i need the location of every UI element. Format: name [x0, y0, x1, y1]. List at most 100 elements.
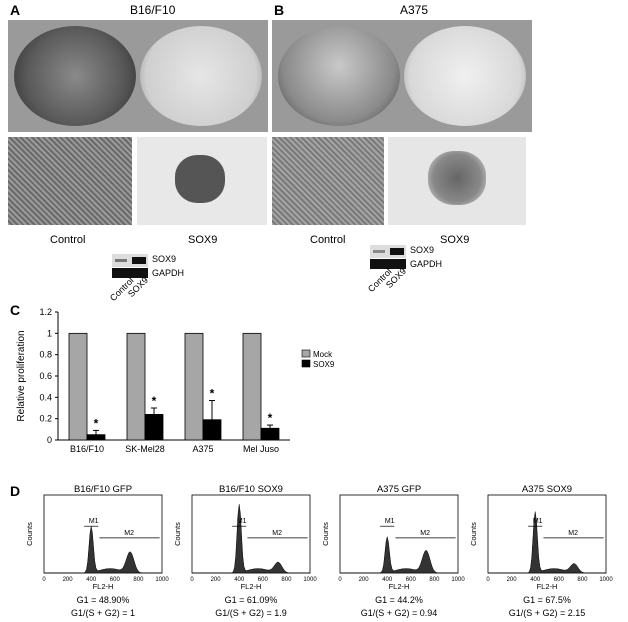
x-tick-label: 800: [429, 577, 440, 583]
m2-label: M2: [124, 530, 134, 537]
m1-label: M1: [385, 518, 395, 525]
flow-histogram-panel: B16/F10 GFP M1 M2 0 200 400 600 800 1000 FL2-H Cou…: [25, 484, 169, 618]
histogram-title: A375 GFP: [377, 484, 421, 495]
panel-a-control-label: Control: [50, 234, 86, 246]
panel-a-blot-label-sox9: SOX9: [152, 254, 177, 264]
panel-b-blot-sox9: [370, 245, 406, 258]
x-tick-label: 1000: [451, 577, 465, 583]
panel-b-sox9-micrograph: [388, 137, 526, 225]
bar-mock: [126, 332, 146, 441]
sox9-dish: [404, 26, 526, 126]
bar-mock: [184, 332, 204, 441]
category-label: A375: [192, 444, 213, 454]
g1-percent: G1 = 61.09%: [225, 595, 278, 605]
panel-d-letter: D: [10, 483, 21, 499]
x-tick-label: 1000: [599, 577, 613, 583]
panel-b-title: A375: [400, 3, 429, 17]
g1-ratio: G1/(S + G2) = 2.15: [509, 608, 586, 618]
histogram-curve: [488, 511, 606, 574]
flow-cytometry-panels: B16/F10 GFP M1 M2 0 200 400 600 800 1000 FL2-H Cou…: [0, 483, 628, 622]
significance-star: *: [94, 416, 99, 430]
histogram-curve: [44, 526, 162, 574]
y-axis-label: Counts: [25, 522, 34, 546]
panel-a-dish-photo: [8, 20, 268, 132]
x-tick-label: 800: [133, 577, 144, 583]
x-tick-label: 400: [234, 577, 245, 583]
histogram-title: B16/F10 SOX9: [219, 484, 283, 495]
x-tick-label: 600: [554, 577, 565, 583]
g1-ratio: G1/(S + G2) = 1.9: [215, 608, 287, 618]
m1-label: M1: [533, 518, 543, 525]
y-axis-label: Counts: [173, 522, 182, 546]
panel-a-sox9-micrograph: [137, 137, 267, 225]
x-tick-label: 600: [258, 577, 269, 583]
x-axis-label: FL2-H: [389, 582, 410, 591]
significance-star: *: [152, 394, 157, 408]
g1-percent: G1 = 44.2%: [375, 595, 423, 605]
panel-a-blot-sox9: [112, 254, 148, 267]
panel-b-blot-label-sox9: SOX9: [410, 245, 435, 255]
histogram-curve: [340, 536, 458, 574]
panel-a-title: B16/F10: [130, 3, 176, 17]
x-tick-label: 0: [486, 577, 490, 583]
y-axis-label: Relative proliferation: [16, 330, 27, 421]
y-axis-label: Counts: [321, 522, 330, 546]
panel-a-blot-label-gapdh: GAPDH: [152, 268, 185, 278]
m2-label: M2: [272, 530, 282, 537]
flow-histogram-panel: B16/F10 SOX9 M1 M2 0 200 400 600 800 1000 FL2-H Co…: [173, 484, 317, 618]
g1-percent: G1 = 48.90%: [77, 595, 130, 605]
legend-swatch: [301, 349, 311, 358]
bar-mock: [68, 332, 88, 441]
legend-label: SOX9: [313, 360, 335, 369]
histogram-frame: [191, 494, 311, 574]
m2-label: M2: [568, 530, 578, 537]
bar-sox9: [202, 419, 222, 441]
y-tick-label: 0.4: [39, 392, 52, 402]
g1-ratio: G1/(S + G2) = 1: [71, 608, 135, 618]
histogram-frame: [43, 494, 163, 574]
legend-swatch: [301, 359, 311, 368]
cell-cluster: [175, 155, 225, 203]
panel-c-letter: C: [10, 302, 21, 318]
histogram-curve: [192, 504, 310, 574]
panel-a-blot-gapdh: [112, 268, 148, 278]
g1-ratio: G1/(S + G2) = 0.94: [361, 608, 438, 618]
proliferation-bar-chart: 0 0.2 0.4 0.6 0.8 1 1.2 Relative proliferation *…: [16, 307, 335, 454]
histogram-frame: [339, 494, 459, 574]
x-tick-label: 0: [190, 577, 194, 583]
category-label: SK-Mel28: [125, 444, 165, 454]
m2-label: M2: [420, 530, 430, 537]
bar-sox9: [86, 434, 106, 441]
x-axis-label: FL2-H: [537, 582, 558, 591]
x-tick-label: 400: [86, 577, 97, 583]
m1-label: M1: [237, 518, 247, 525]
significance-star: *: [268, 411, 273, 425]
category-label: Mel Juso: [243, 444, 279, 454]
panel-b-control-label: Control: [310, 234, 346, 246]
control-dish: [14, 26, 136, 126]
x-axis-label: FL2-H: [93, 582, 114, 591]
y-tick-label: 0.6: [39, 371, 52, 381]
legend-label: Mock: [313, 350, 333, 359]
bar-sox9: [260, 427, 280, 441]
histogram-title: B16/F10 GFP: [74, 484, 132, 495]
flow-histogram-panel: A375 SOX9 M1 M2 0 200 400 600 800 1000 FL2-H Count…: [469, 484, 613, 618]
y-tick-label: 0.2: [39, 414, 52, 424]
category-label: B16/F10: [70, 444, 104, 454]
panel-b-dish-photo: [272, 20, 532, 132]
panel-b-blot-gapdh: [370, 259, 406, 269]
x-tick-label: 0: [42, 577, 46, 583]
panel-b-control-micrograph: [272, 137, 384, 225]
x-tick-label: 600: [406, 577, 417, 583]
x-tick-label: 200: [359, 577, 370, 583]
x-tick-label: 800: [281, 577, 292, 583]
x-tick-label: 200: [63, 577, 74, 583]
sox9-dish: [140, 26, 262, 126]
y-tick-label: 0: [47, 435, 52, 445]
y-axis-label: Counts: [469, 522, 478, 546]
x-tick-label: 600: [110, 577, 121, 583]
y-tick-label: 1: [47, 328, 52, 338]
y-tick-label: 1.2: [39, 307, 52, 317]
x-axis-label: FL2-H: [241, 582, 262, 591]
flow-histogram-panel: A375 GFP M1 M2 0 200 400 600 800 1000 FL2-H Counts…: [321, 484, 465, 618]
